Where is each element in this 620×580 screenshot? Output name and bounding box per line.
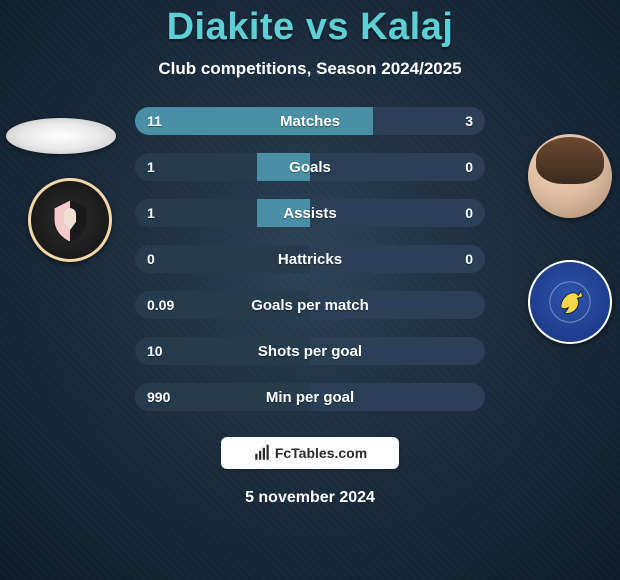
stat-row: Matches 11 3	[135, 107, 485, 135]
stat-row: Hattricks 0 0	[135, 245, 485, 273]
stat-row: Assists 1 0	[135, 199, 485, 227]
stat-row: Min per goal 990	[135, 383, 485, 411]
stat-label: Hattricks	[278, 251, 342, 268]
stat-value-right: 0	[465, 159, 473, 175]
stats-container: Matches113Goals10Assists10Hattricks00Goa…	[135, 107, 485, 411]
stat-value-left: 0	[147, 251, 155, 267]
stat-value-left: 10	[147, 343, 163, 359]
stat-value-right: 3	[465, 113, 473, 129]
stat-row: Goals per match 0.09	[135, 291, 485, 319]
club-left-badge	[28, 178, 112, 262]
watermark: FcTables.com	[221, 437, 399, 469]
page-title: Diakite vs Kalaj	[167, 6, 454, 49]
player-left-avatar	[6, 118, 116, 154]
stat-label: Matches	[280, 113, 340, 130]
chart-bars-icon	[253, 444, 271, 462]
club-right-badge	[528, 260, 612, 344]
stat-label: Goals per match	[251, 297, 369, 314]
stat-row: Shots per goal 10	[135, 337, 485, 365]
stat-value-right: 0	[465, 251, 473, 267]
stat-value-left: 11	[147, 113, 162, 129]
watermark-text: FcTables.com	[275, 445, 367, 461]
player-right-avatar	[528, 134, 612, 218]
stat-label: Goals	[289, 159, 331, 176]
stat-value-right: 0	[465, 205, 473, 221]
stat-label: Min per goal	[266, 389, 354, 406]
stat-value-left: 0.09	[147, 297, 174, 313]
stat-row: Goals 1 0	[135, 153, 485, 181]
stat-label: Assists	[283, 205, 336, 222]
date-label: 5 november 2024	[245, 489, 375, 507]
stat-value-left: 990	[147, 389, 170, 405]
stat-label: Shots per goal	[258, 343, 362, 360]
stat-value-left: 1	[147, 205, 155, 221]
stat-value-left: 1	[147, 159, 155, 175]
subtitle: Club competitions, Season 2024/2025	[158, 59, 461, 79]
